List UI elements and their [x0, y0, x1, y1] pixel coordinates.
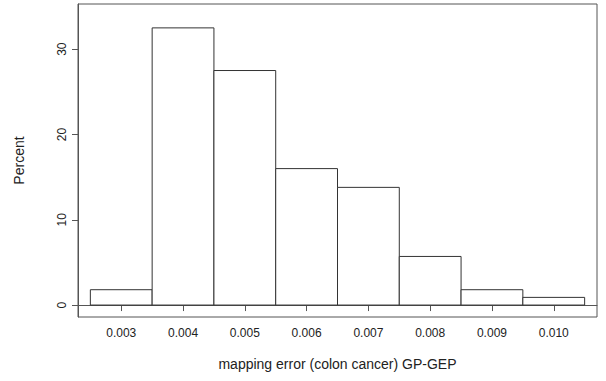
- svg-text:0: 0: [55, 301, 69, 308]
- svg-text:0.010: 0.010: [539, 326, 569, 340]
- svg-text:mapping error (colon cancer) G: mapping error (colon cancer) GP-GEP: [218, 356, 456, 372]
- svg-text:Percent: Percent: [11, 136, 27, 184]
- svg-text:20: 20: [55, 127, 69, 141]
- svg-text:0.004: 0.004: [168, 326, 198, 340]
- svg-text:0.007: 0.007: [353, 326, 383, 340]
- svg-text:0.006: 0.006: [292, 326, 322, 340]
- svg-text:0.003: 0.003: [106, 326, 136, 340]
- svg-text:0.008: 0.008: [415, 326, 445, 340]
- svg-text:30: 30: [55, 42, 69, 56]
- svg-text:10: 10: [55, 213, 69, 227]
- svg-text:0.005: 0.005: [230, 326, 260, 340]
- svg-text:0.009: 0.009: [477, 326, 507, 340]
